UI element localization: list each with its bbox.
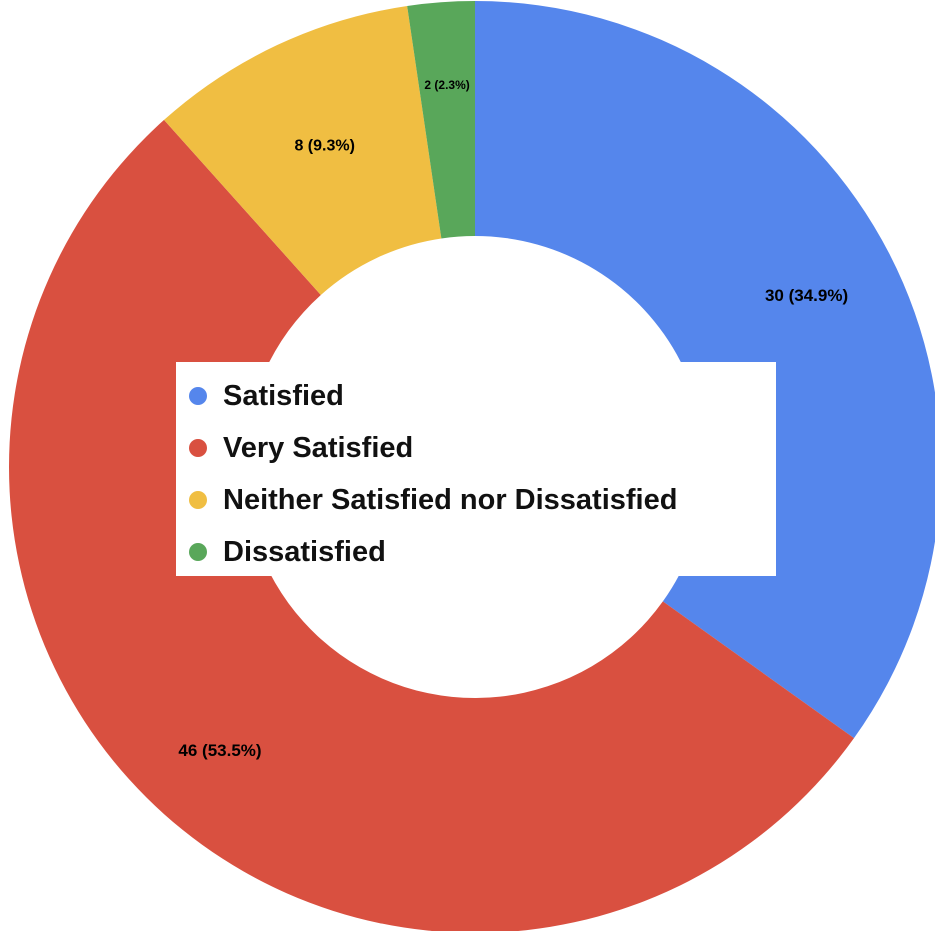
- legend-swatch-satisfied: [189, 387, 207, 405]
- legend-swatch-dissatisfied: [189, 543, 207, 561]
- data-label-satisfied: 30 (34.9%): [765, 286, 848, 305]
- legend-label-dissatisfied: Dissatisfied: [223, 535, 386, 568]
- legend-item-satisfied[interactable]: Satisfied: [176, 370, 776, 422]
- legend-swatch-neither: [189, 491, 207, 509]
- data-labels-group: 30 (34.9%) 46 (53.5%) 8 (9.3%) 2 (2.3%): [178, 78, 848, 760]
- legend: Satisfied Very Satisfied Neither Satisfi…: [176, 362, 776, 576]
- data-label-dissatisfied: 2 (2.3%): [424, 78, 469, 92]
- legend-item-dissatisfied[interactable]: Dissatisfied: [176, 526, 776, 578]
- legend-swatch-very-satisfied: [189, 439, 207, 457]
- legend-label-very-satisfied: Very Satisfied: [223, 431, 414, 464]
- data-label-neither-satisfied-nor-dissatisfied: 8 (9.3%): [294, 138, 354, 155]
- slice-neither-satisfied-nor-dissatisfied[interactable]: [164, 5, 442, 295]
- slice-very-satisfied[interactable]: [9, 119, 854, 931]
- slice-dissatisfied[interactable]: [407, 1, 475, 239]
- legend-item-very-satisfied[interactable]: Very Satisfied: [176, 422, 776, 474]
- legend-label-satisfied: Satisfied: [223, 379, 344, 412]
- legend-item-neither[interactable]: Neither Satisfied nor Dissatisfied: [176, 474, 776, 526]
- legend-label-neither: Neither Satisfied nor Dissatisfied: [223, 483, 678, 516]
- data-label-very-satisfied: 46 (53.5%): [178, 741, 261, 760]
